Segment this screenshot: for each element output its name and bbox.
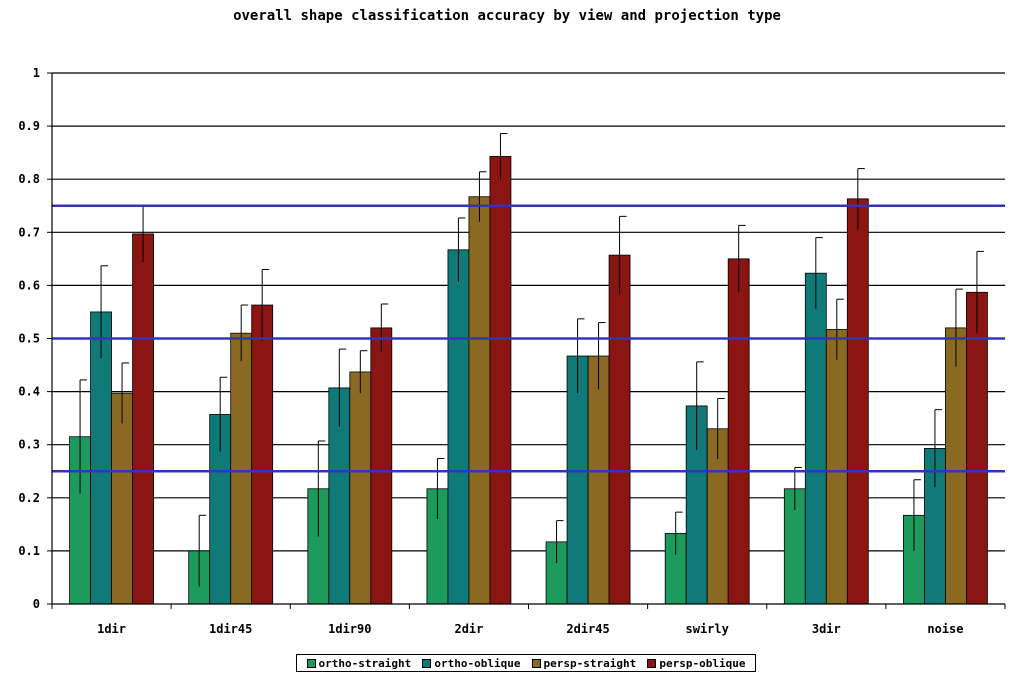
- x-tick-labels: 1dir 1dir45 1dir90 2dir 2dir45 swirly 3dir nois…: [97, 622, 963, 636]
- error-bar-ortho-straight-3dir: [794, 467, 802, 511]
- legend: ortho-straight ortho-oblique persp-straigh…: [296, 654, 756, 672]
- bar-persp-oblique-1dir45: [251, 304, 274, 605]
- error-bar-ortho-straight-1dir90: [317, 440, 326, 537]
- legend-label: persp-straight: [543, 656, 637, 670]
- error-bar-persp-oblique-1dir45: [261, 268, 270, 341]
- error-bar-persp-straight-1dir: [121, 362, 130, 424]
- x-tick-label: 3dir: [812, 622, 841, 636]
- x-tick-label: 1dir90: [328, 622, 371, 636]
- x-tick-label: 1dir: [97, 622, 126, 636]
- y-tick-label: 0.7: [18, 225, 40, 239]
- error-bar-persp-oblique-2dir45: [619, 215, 627, 294]
- x-tick-label: 2dir: [454, 622, 483, 636]
- y-tick-label: 0.2: [18, 491, 40, 505]
- error-bar-persp-straight-1dir90: [359, 350, 368, 394]
- error-bar-persp-straight-1dir45: [240, 304, 249, 362]
- bar-persp-straight-noise: [945, 327, 967, 605]
- legend-item-ortho-straight: ortho-straight: [306, 656, 412, 670]
- error-bar-persp-oblique-2dir: [499, 133, 508, 180]
- bar-persp-straight-1dir: [111, 392, 133, 605]
- error-bar-persp-straight-2dir: [478, 171, 487, 222]
- y-tick-label: 0.5: [18, 332, 40, 346]
- legend-item-persp-straight: persp-straight: [531, 656, 637, 670]
- error-bar-ortho-oblique-1dir90: [338, 348, 347, 427]
- legend-label: ortho-oblique: [434, 656, 521, 670]
- y-tick-label: 0.1: [18, 544, 40, 558]
- chart-title: overall shape classification accuracy by…: [233, 8, 781, 24]
- error-bar-persp-oblique-1dir90: [380, 303, 389, 352]
- x-tick-label: swirly: [686, 622, 729, 636]
- bar-persp-oblique-swirly: [727, 258, 750, 605]
- error-bar-persp-oblique-noise: [976, 250, 984, 334]
- error-bar-persp-straight-noise: [955, 288, 963, 367]
- error-bar-ortho-straight-1dir45: [198, 514, 207, 587]
- bar-persp-oblique-2dir45: [608, 254, 631, 605]
- error-bar-ortho-straight-swirly: [675, 511, 683, 555]
- error-bar-ortho-oblique-swirly: [696, 361, 704, 451]
- error-bar-ortho-straight-noise: [913, 479, 921, 551]
- y-tick-label: 0: [33, 597, 40, 611]
- bar-persp-oblique-3dir: [846, 198, 869, 605]
- error-bar-persp-straight-2dir45: [598, 322, 606, 390]
- bar-ortho-oblique-3dir: [804, 272, 827, 605]
- legend-item-persp-oblique: persp-oblique: [647, 657, 745, 670]
- bars: [69, 155, 988, 605]
- bar-ortho-oblique-2dir45: [566, 355, 589, 605]
- bar-persp-oblique-1dir: [132, 233, 154, 605]
- error-bar-persp-straight-3dir: [836, 298, 844, 360]
- x-tick-label: 1dir45: [209, 622, 252, 636]
- y-tick-label: 0.6: [18, 278, 40, 292]
- bar-persp-oblique-2dir: [489, 155, 512, 605]
- y-tick-label: 0.4: [18, 385, 40, 399]
- legend-swatch: [422, 658, 432, 668]
- legend-swatch: [647, 658, 657, 668]
- y-tick-label: 0.3: [18, 438, 40, 452]
- bar-persp-straight-2dir: [468, 196, 491, 605]
- y-tick-label: 1: [33, 66, 40, 80]
- reference-lines: [52, 204, 1005, 473]
- x-tick-label: noise: [927, 622, 963, 636]
- bar-ortho-oblique-2dir: [447, 249, 470, 605]
- legend-swatch: [531, 658, 541, 668]
- error-bar-ortho-oblique-noise: [934, 409, 942, 488]
- error-bar-ortho-oblique-2dir45: [577, 318, 585, 394]
- error-bar-persp-straight-swirly: [717, 398, 725, 460]
- x-tick-label: 2dir45: [566, 622, 609, 636]
- legend-label: ortho-straight: [318, 656, 412, 670]
- bar-persp-straight-1dir90: [349, 371, 372, 605]
- y-tick-label: 0.9: [18, 119, 40, 133]
- error-bar-ortho-straight-2dir: [436, 458, 445, 520]
- bar-persp-straight-3dir: [825, 329, 848, 605]
- error-bar-persp-oblique-swirly: [738, 224, 746, 293]
- bar-persp-straight-1dir45: [230, 332, 253, 605]
- y-tick-label: 0.8: [18, 172, 40, 186]
- legend-label: persp-oblique: [659, 656, 746, 670]
- error-bar-ortho-straight-1dir: [79, 379, 88, 494]
- error-bar-ortho-straight-2dir45: [556, 520, 564, 564]
- bar-persp-straight-2dir45: [587, 355, 610, 605]
- error-bar-ortho-oblique-1dir: [100, 265, 109, 359]
- error-bar-ortho-oblique-1dir45: [219, 376, 228, 452]
- bar-persp-oblique-1dir90: [370, 327, 393, 605]
- error-bar-ortho-oblique-3dir: [815, 237, 823, 309]
- y-tick-labels: 0 0.1 0.2 0.3 0.4 0.5 0.6 0.7 0.8 0.9 1: [18, 66, 40, 611]
- error-bar-ortho-oblique-2dir: [457, 217, 466, 282]
- legend-item-ortho-oblique: ortho-oblique: [422, 657, 520, 670]
- axes: [51, 73, 1006, 609]
- error-bars: [79, 133, 984, 587]
- legend-swatch: [306, 658, 316, 668]
- error-bar-persp-oblique-3dir: [857, 168, 865, 230]
